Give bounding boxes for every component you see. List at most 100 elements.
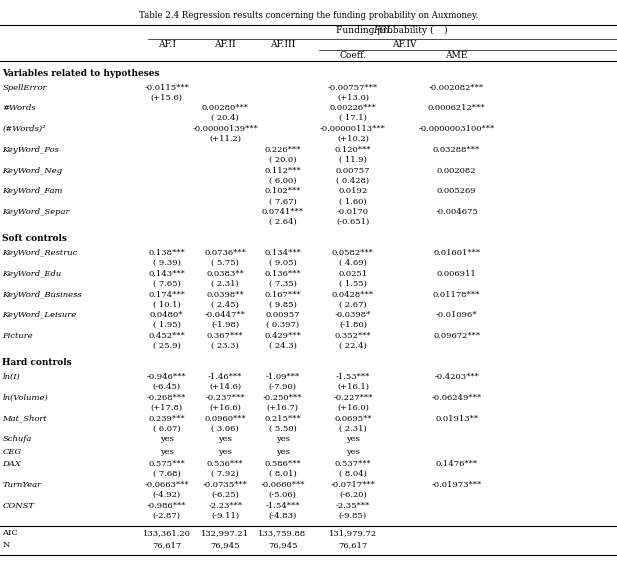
Text: -0.0447**: -0.0447** [205, 311, 246, 319]
Text: ( 11.9): ( 11.9) [339, 156, 367, 164]
Text: -0.237***: -0.237*** [205, 394, 245, 402]
Text: 0.005269: 0.005269 [437, 187, 476, 195]
Text: (+14.6): (+14.6) [209, 383, 241, 391]
Text: AF.II: AF.II [214, 40, 236, 49]
Text: KeyWord_Separ: KeyWord_Separ [2, 208, 70, 216]
Text: 0.1476***: 0.1476*** [436, 460, 478, 468]
Text: 0.0192: 0.0192 [338, 187, 368, 195]
Text: AIC: AIC [2, 529, 19, 537]
Text: -0.0170: -0.0170 [337, 208, 369, 216]
Text: -0.00000139***: -0.00000139*** [193, 125, 258, 133]
Text: -0.00757***: -0.00757*** [328, 84, 378, 91]
Text: ( 2.31): ( 2.31) [212, 280, 239, 288]
Text: (-6.20): (-6.20) [339, 491, 366, 499]
Text: ( 20.4): ( 20.4) [212, 114, 239, 122]
Text: AF.III: AF.III [270, 40, 295, 49]
Text: ( 9.39): ( 9.39) [152, 259, 181, 267]
Text: ( 6.07): ( 6.07) [153, 425, 180, 433]
Text: 0.01913**: 0.01913** [435, 415, 478, 422]
Text: 0.0428***: 0.0428*** [332, 291, 374, 298]
Text: ( 2.45): ( 2.45) [211, 301, 239, 309]
Text: ( 5.75): ( 5.75) [211, 259, 239, 267]
Text: ( 7.92): ( 7.92) [212, 470, 239, 478]
Text: 0.01178***: 0.01178*** [433, 291, 480, 298]
Text: (+10.2): (+10.2) [337, 135, 369, 143]
Text: -0.4203***: -0.4203*** [434, 373, 479, 381]
Text: (-6.25): (-6.25) [211, 491, 239, 499]
Text: TurnYear: TurnYear [2, 481, 41, 489]
Text: ( 2.64): ( 2.64) [269, 218, 296, 226]
Text: yes: yes [218, 448, 232, 456]
Text: 0.09672***: 0.09672*** [433, 332, 480, 340]
Text: (-5.06): (-5.06) [268, 491, 297, 499]
Text: 0.00226***: 0.00226*** [329, 104, 376, 112]
Text: KeyWord_Fam: KeyWord_Fam [2, 187, 63, 195]
Text: -0.0663***: -0.0663*** [144, 481, 189, 489]
Text: ( 6.00): ( 6.00) [269, 177, 296, 185]
Text: -0.250***: -0.250*** [263, 394, 302, 402]
Text: 0.00280***: 0.00280*** [202, 104, 249, 112]
Text: AF.I: AF.I [157, 40, 176, 49]
Text: yes: yes [218, 435, 232, 443]
Text: ( 24.3): ( 24.3) [268, 342, 297, 350]
Text: (-1.98): (-1.98) [211, 321, 239, 329]
Text: ( 5.50): ( 5.50) [269, 425, 296, 433]
Text: ( 1.55): ( 1.55) [339, 280, 367, 288]
Text: (-4.92): (-4.92) [152, 491, 181, 499]
Text: KeyWord_Pos: KeyWord_Pos [2, 146, 59, 154]
Text: 0.0006212***: 0.0006212*** [428, 104, 486, 112]
Text: CEG: CEG [2, 448, 22, 456]
Text: 76,617: 76,617 [338, 541, 368, 549]
Text: -0.268***: -0.268*** [147, 394, 186, 402]
Text: 0.002082: 0.002082 [437, 167, 476, 174]
Text: (-6.45): (-6.45) [152, 383, 181, 391]
Text: -0.01973***: -0.01973*** [431, 481, 482, 489]
Text: 0.00757: 0.00757 [336, 167, 370, 174]
Text: (+16.0): (+16.0) [337, 404, 369, 412]
Text: Schufa: Schufa [2, 435, 32, 443]
Text: (+13.0): (+13.0) [337, 94, 369, 102]
Text: 0.0398**: 0.0398** [206, 291, 244, 298]
Text: -0.00000113***: -0.00000113*** [320, 125, 386, 133]
Text: 76,945: 76,945 [268, 541, 297, 549]
Text: (+11.2): (+11.2) [209, 135, 241, 143]
Text: Variables related to hypotheses: Variables related to hypotheses [2, 69, 160, 78]
Text: 0.429***: 0.429*** [264, 332, 301, 340]
Text: 0.367***: 0.367*** [207, 332, 244, 340]
Text: #Words: #Words [2, 104, 36, 112]
Text: 0.352***: 0.352*** [334, 332, 371, 340]
Text: (-0.651): (-0.651) [336, 218, 370, 226]
Text: 0.102***: 0.102*** [264, 187, 301, 195]
Text: (+16.7): (+16.7) [267, 404, 299, 412]
Text: 0.167***: 0.167*** [264, 291, 301, 298]
Text: ( 7.65): ( 7.65) [153, 280, 180, 288]
Text: -0.004675: -0.004675 [435, 208, 478, 216]
Text: yes: yes [160, 435, 173, 443]
Text: CONST: CONST [2, 502, 35, 509]
Text: -0.986***: -0.986*** [147, 502, 186, 509]
Text: 133,759.88: 133,759.88 [259, 529, 307, 537]
Text: 0.112***: 0.112*** [264, 167, 301, 174]
Text: ln(I): ln(I) [2, 373, 20, 381]
Text: (#Words)²: (#Words)² [2, 125, 46, 133]
Text: Funding probability (      ): Funding probability ( ) [336, 26, 447, 35]
Text: KeyWord_Leisure: KeyWord_Leisure [2, 311, 77, 319]
Text: -0.227***: -0.227*** [333, 394, 373, 402]
Text: ( 9.85): ( 9.85) [268, 301, 297, 309]
Text: 0.0582***: 0.0582*** [332, 249, 374, 257]
Text: 133,361.20: 133,361.20 [143, 529, 191, 537]
Text: ( 3.06): ( 3.06) [212, 425, 239, 433]
Text: 0.01601***: 0.01601*** [433, 249, 480, 257]
Text: ( 8.01): ( 8.01) [269, 470, 296, 478]
Text: ( 9.05): ( 9.05) [269, 259, 296, 267]
Text: -0.0717***: -0.0717*** [331, 481, 375, 489]
Text: ( 7.68): ( 7.68) [153, 470, 180, 478]
Text: 0.0960***: 0.0960*** [204, 415, 246, 422]
Text: yes: yes [160, 448, 173, 456]
Text: ( 8.04): ( 8.04) [339, 470, 367, 478]
Text: (-1.80): (-1.80) [339, 321, 367, 329]
Text: ( 25.9): ( 25.9) [153, 342, 180, 350]
Text: Coeff.: Coeff. [339, 51, 366, 60]
Text: 0.575***: 0.575*** [148, 460, 185, 468]
Text: -0.946***: -0.946*** [147, 373, 186, 381]
